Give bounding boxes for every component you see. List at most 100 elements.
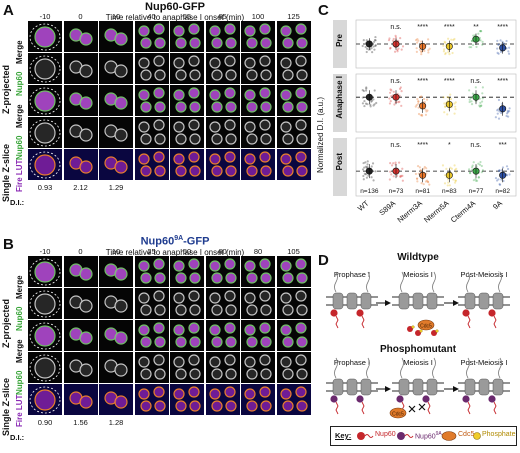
data-point (363, 99, 366, 103)
significance-label: **** (497, 78, 508, 85)
panelB-di-1: 1.56 (73, 418, 88, 427)
data-point (415, 50, 418, 53)
data-point (370, 100, 373, 103)
wt-released-nup60-0 (407, 326, 413, 332)
data-point (448, 184, 452, 187)
panelA-tile-r0-c0 (28, 21, 62, 52)
data-point (444, 51, 447, 55)
data-point (389, 100, 392, 103)
panel-d-diagram: Prophase I Meiosis I Post-Meiosis I Cdc5 Pro… (326, 270, 510, 419)
panel-a-subtitle: Time relative to anaphase I onset (min) (105, 13, 245, 22)
data-point (420, 50, 423, 53)
data-point (444, 52, 447, 56)
data-point (467, 168, 471, 171)
panelA-tile-r2-c6 (241, 85, 275, 116)
wt-stage-label-0: Prophase I (334, 270, 370, 279)
data-point (443, 40, 446, 43)
data-point (479, 30, 482, 33)
data-point (388, 97, 391, 100)
data-point (472, 179, 475, 182)
panelB-tile-r0-c1 (63, 256, 98, 287)
data-point (498, 183, 501, 186)
data-point (390, 89, 393, 92)
data-point (420, 169, 423, 172)
key-nup60-9a: Nup609A (415, 431, 442, 440)
category-label-3: Nterm5A (422, 199, 450, 225)
panelA-time-3: 40 (147, 12, 156, 21)
data-point (394, 163, 397, 166)
panelA-di-0: 0.93 (37, 183, 53, 192)
data-point (389, 46, 392, 50)
data-point (364, 165, 368, 168)
data-point (372, 98, 375, 101)
data-point (468, 98, 471, 101)
panelA-tile-r1-c6 (241, 53, 275, 84)
data-point (448, 53, 451, 56)
data-point (396, 50, 399, 53)
wt-stage-label-1: Meiosis I (403, 270, 433, 279)
key-phosphate-symbol (473, 432, 481, 440)
panelB-tile-r0-c4 (170, 256, 204, 287)
data-point (393, 50, 397, 53)
data-point (498, 169, 501, 172)
panelB-tile-r0-c6 (241, 256, 275, 287)
data-point (453, 168, 457, 172)
key-nup60-9a-main: Nup60 (415, 433, 436, 441)
data-point (396, 48, 399, 52)
category-label-1: S89A (377, 199, 397, 218)
panelA-tile-r4-c0 (28, 149, 62, 180)
data-point (445, 167, 448, 170)
data-point (506, 167, 510, 171)
data-point (374, 35, 377, 39)
panelA-tile-r3-c3 (134, 117, 169, 148)
panel-d-letter: D (318, 252, 329, 269)
panelB-tile-r4-c5 (205, 384, 240, 415)
data-point (479, 160, 482, 164)
data-point (365, 50, 368, 54)
data-point (447, 108, 451, 111)
data-point (441, 164, 445, 167)
data-point (454, 108, 457, 111)
wt-cdc5-label: Cdc5 (420, 324, 432, 330)
significance-label: **** (417, 24, 428, 31)
wt-phosphate-0 (411, 325, 415, 329)
significance-label: n.s. (470, 78, 481, 85)
data-point (373, 89, 376, 92)
data-point (400, 90, 403, 93)
data-point (362, 161, 365, 165)
data-point (372, 104, 375, 107)
data-point (497, 98, 501, 102)
data-point (392, 37, 395, 41)
n-label-1: n=73 (389, 188, 404, 195)
data-point (497, 43, 500, 46)
mut-stage-label-2: Post-Meiosis I (460, 358, 507, 367)
data-point (375, 101, 378, 105)
significance-label: n.s. (390, 78, 401, 85)
data-point (416, 98, 419, 101)
data-point (477, 32, 480, 35)
category-label-0: WT (356, 198, 371, 213)
data-point (374, 170, 377, 173)
data-point (361, 168, 365, 171)
n-label-4: n=77 (469, 188, 484, 195)
data-point (419, 169, 422, 172)
panelB-tile-r0-c0 (28, 256, 62, 287)
data-point (501, 166, 505, 169)
data-point (422, 97, 426, 101)
data-point (398, 100, 401, 103)
panelB-tile-r1-c2 (99, 288, 133, 319)
data-point (497, 43, 500, 46)
n-label-0: n=136 (360, 188, 379, 195)
data-point (366, 160, 369, 163)
data-point (389, 170, 392, 173)
data-point (480, 104, 483, 107)
data-point (424, 113, 428, 116)
panelB-tile-r1-c1 (63, 288, 98, 319)
data-point (418, 48, 421, 51)
panelB-tile-r3-c3 (134, 352, 169, 383)
panelA-tile-r0-c1 (63, 21, 98, 52)
panel-b-merge-label-1: Merge (15, 275, 24, 299)
data-point (477, 176, 481, 179)
panelA-tile-r3-c6 (241, 117, 275, 148)
data-point (361, 96, 364, 99)
